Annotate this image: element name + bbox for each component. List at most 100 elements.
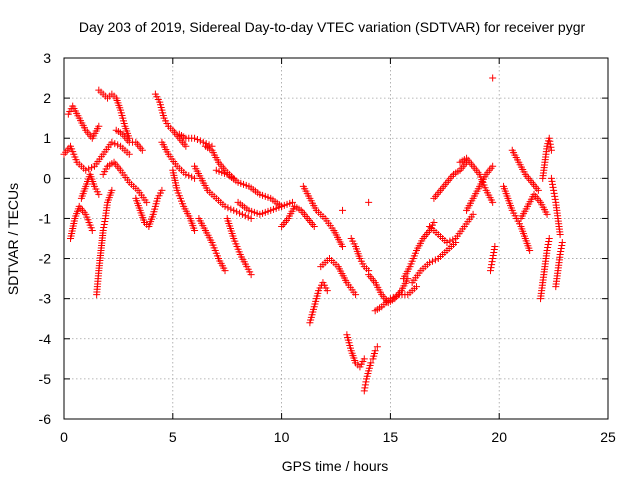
y-tick-label: -1 (39, 210, 52, 226)
data-point (389, 293, 397, 301)
data-point (100, 223, 108, 231)
data-point (549, 183, 557, 191)
data-point (352, 291, 360, 299)
data-point (360, 387, 368, 395)
data-point (428, 257, 436, 265)
data-point (221, 267, 229, 275)
data-point (430, 218, 438, 226)
data-point (143, 198, 151, 206)
y-tick-label: 0 (43, 170, 51, 186)
data-point (196, 137, 204, 145)
data-point (111, 140, 119, 148)
data-point (227, 205, 235, 213)
y-axis-label: SDTVAR / TECUs (5, 183, 21, 295)
data-point (547, 146, 555, 154)
data-point (551, 192, 559, 200)
data-point (182, 142, 190, 150)
data-point (247, 214, 255, 222)
data-point (361, 384, 369, 392)
data-point (544, 244, 552, 252)
data-point (488, 258, 496, 266)
data-point (85, 165, 93, 173)
data-point (469, 210, 477, 218)
x-tick-label: 10 (274, 429, 290, 445)
data-point (82, 166, 90, 174)
data-point (557, 245, 565, 253)
x-tick-label: 20 (491, 429, 507, 445)
data-point (114, 141, 122, 149)
chart-title: Day 203 of 2019, Sidereal Day-to-day VTE… (79, 19, 586, 35)
data-point (373, 343, 381, 351)
data-point (426, 259, 434, 267)
x-tick-label: 25 (600, 429, 616, 445)
data-point (489, 255, 497, 263)
data-point (556, 230, 564, 238)
grid-lines (64, 58, 608, 419)
data-points (60, 74, 566, 395)
data-point (546, 140, 554, 148)
data-point (367, 359, 375, 367)
data-point (371, 347, 379, 355)
data-point (365, 198, 373, 206)
x-tick-label: 0 (60, 429, 68, 445)
data-point (546, 137, 554, 145)
data-point (221, 202, 229, 210)
data-point (199, 138, 207, 146)
data-point (236, 209, 244, 217)
data-point (486, 267, 494, 275)
data-point (526, 247, 534, 255)
data-point (323, 287, 331, 295)
data-point (95, 190, 103, 198)
data-point (238, 210, 246, 218)
data-point (288, 198, 296, 206)
data-point (558, 242, 566, 250)
data-point (545, 235, 553, 242)
data-point (88, 164, 96, 172)
data-point (108, 138, 116, 146)
x-tick-label: 15 (383, 429, 399, 445)
data-point (557, 248, 565, 256)
data-point (550, 189, 558, 197)
plot-frame (63, 57, 609, 420)
data-point (545, 134, 553, 142)
y-tick-label: 1 (43, 130, 51, 146)
data-point (244, 213, 252, 221)
data-point (545, 238, 553, 246)
x-tick-labels: 0 5 10 15 20 25 (60, 429, 616, 445)
data-point (339, 206, 347, 214)
data-point (489, 74, 497, 82)
data-point (230, 206, 238, 214)
data-point (543, 247, 551, 255)
data-point (489, 198, 497, 206)
x-axis-label: GPS time / hours (282, 458, 389, 474)
data-point (88, 226, 96, 234)
data-point (431, 256, 439, 264)
data-point (100, 220, 108, 228)
data-point (534, 186, 542, 194)
data-point (488, 261, 496, 269)
data-point (241, 212, 249, 220)
data-point (490, 249, 498, 257)
y-tick-label: -5 (39, 371, 52, 387)
data-point (362, 378, 370, 386)
data-point (544, 241, 552, 249)
data-point (386, 295, 394, 303)
y-tick-label: -2 (39, 251, 52, 267)
y-tick-labels: -6 -5 -4 -3 -2 -1 0 1 2 3 (39, 50, 52, 427)
data-point (188, 173, 196, 181)
y-tick-label: -3 (39, 291, 52, 307)
data-point (247, 271, 255, 279)
data-point (543, 210, 551, 218)
data-point (413, 283, 421, 291)
data-point (360, 355, 368, 363)
data-point (125, 150, 133, 158)
y-tick-label: -6 (39, 411, 52, 427)
data-point (339, 243, 347, 251)
data-point (95, 122, 103, 130)
data-point (138, 146, 146, 154)
data-point (224, 204, 232, 212)
data-point (550, 186, 558, 194)
x-tick-label: 5 (169, 429, 177, 445)
data-point (158, 186, 166, 194)
